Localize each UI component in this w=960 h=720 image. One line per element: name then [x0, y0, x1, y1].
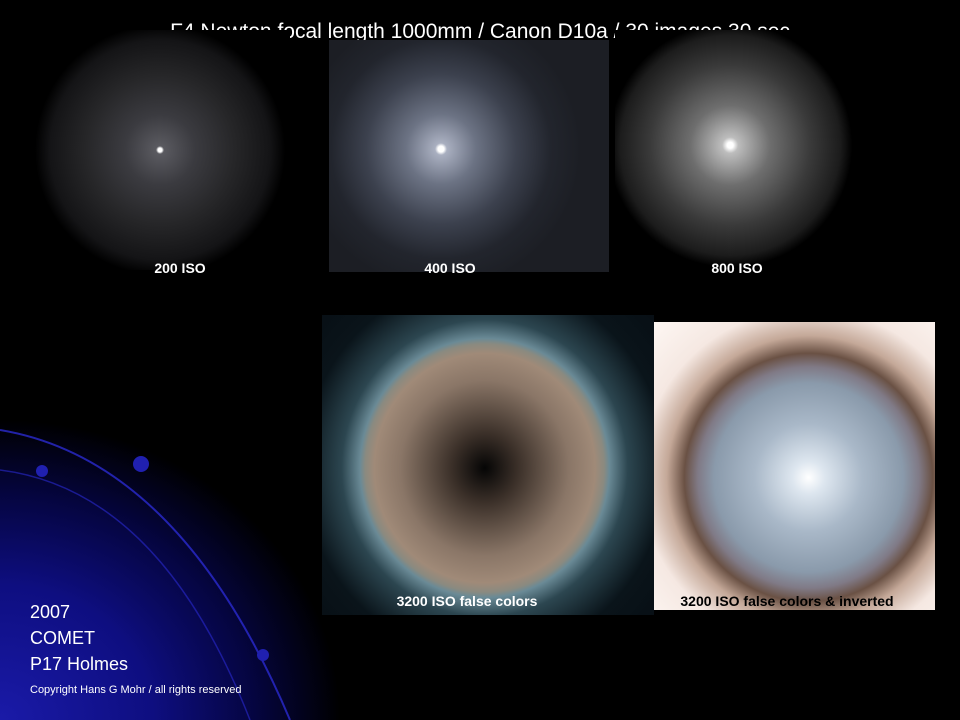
- orbit-dot: [257, 649, 269, 661]
- photo-200-iso: [30, 30, 290, 270]
- orbit-dot: [36, 465, 48, 477]
- caption-200-iso: 200 ISO: [154, 260, 206, 276]
- caption-3200-false-colors: 3200 ISO false colors: [396, 593, 538, 609]
- photo-400-iso: [329, 40, 609, 272]
- footer-name: P17 Holmes: [30, 654, 129, 674]
- caption-800-iso: 800 ISO: [711, 260, 763, 276]
- photo-3200-iso-inverted: [654, 322, 935, 610]
- footer-subject: COMET: [30, 628, 95, 648]
- footer-year: 2007: [30, 602, 71, 622]
- photo-800-iso: [615, 30, 855, 270]
- copyright-notice: Copyright Hans G Mohr / all rights reser…: [30, 684, 242, 696]
- photo-3200-iso-false-colors: [322, 315, 654, 615]
- decorative-orbit-lines: [0, 429, 291, 720]
- orbit-dot: [133, 456, 149, 472]
- caption-400-iso: 400 ISO: [424, 260, 476, 276]
- caption-3200-inverted: 3200 ISO false colors & inverted: [680, 593, 894, 609]
